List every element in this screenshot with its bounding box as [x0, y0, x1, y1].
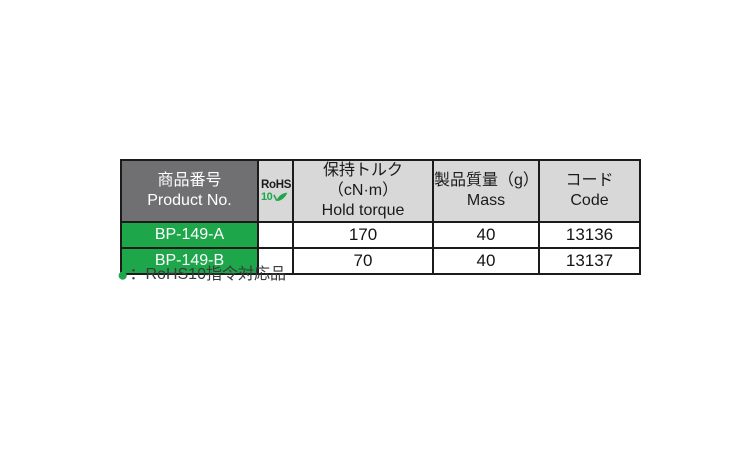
- rohs-footnote-text: ：RoHS10指令対応品: [129, 266, 286, 283]
- col-header-code: コード Code: [538, 159, 641, 223]
- col-header-hold-torque: 保持トルク（cN·m） Hold torque: [292, 159, 434, 223]
- hold-torque-cell: 70: [292, 247, 434, 275]
- hold-torque-cell: 170: [292, 221, 434, 249]
- mass-cell: 40: [432, 247, 540, 275]
- table-row: BP-149-B 70 40 13137: [120, 247, 641, 275]
- header-hold-torque-jp: 保持トルク（cN·m）: [322, 162, 403, 199]
- product-no-cell: BP-149-A: [120, 221, 259, 249]
- mass-cell: 40: [432, 221, 540, 249]
- header-mass-jp: 製品質量（g）: [434, 172, 539, 189]
- rohs-label: RoHS: [261, 178, 292, 191]
- green-dot-icon: ●: [117, 264, 129, 286]
- rohs-mark-cell: [257, 221, 294, 249]
- rohs10-badge: RoHS 10: [261, 178, 292, 203]
- header-code-jp: コード: [565, 172, 614, 189]
- rohs-number: 10: [261, 190, 273, 203]
- rohs-mark-cell: [257, 247, 294, 275]
- header-product-no-en: Product No.: [147, 192, 232, 209]
- code-cell: 13136: [538, 221, 641, 249]
- code-cell: 13137: [538, 247, 641, 275]
- header-code-en: Code: [570, 192, 609, 209]
- product-no-cell: BP-149-B: [120, 247, 259, 275]
- col-header-mass: 製品質量（g） Mass: [432, 159, 540, 223]
- col-header-product-no: 商品番号 Product No.: [120, 159, 259, 223]
- header-row: 商品番号 Product No. RoHS 10: [120, 159, 641, 223]
- header-product-no-jp: 商品番号: [157, 172, 222, 189]
- header-hold-torque-en: Hold torque: [321, 202, 405, 219]
- rohs-leaf-icon: [273, 192, 288, 201]
- table-row: BP-149-A 170 40 13136: [120, 221, 641, 249]
- product-spec-table: 商品番号 Product No. RoHS 10: [120, 159, 641, 275]
- header-mass-en: Mass: [466, 192, 506, 209]
- rohs-footnote: ● ：RoHS10指令対応品: [117, 265, 286, 285]
- col-header-rohs: RoHS 10: [257, 159, 294, 223]
